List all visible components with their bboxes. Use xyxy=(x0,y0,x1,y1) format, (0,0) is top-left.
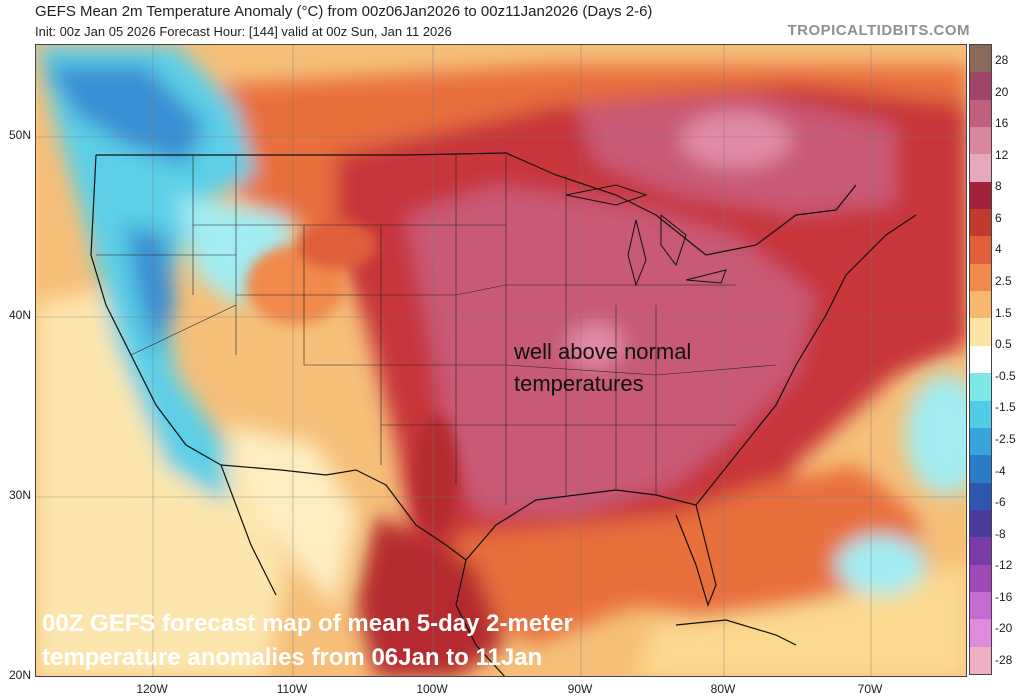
state-lines-layer xyxy=(96,155,777,505)
pacific-coastline xyxy=(90,154,277,596)
colorbar-segment xyxy=(970,291,991,319)
colorbar-segment xyxy=(970,318,991,347)
colorbar-label: -4 xyxy=(995,463,1006,478)
mexico-red-zone xyxy=(356,515,506,676)
colorbar-segment xyxy=(970,455,991,484)
colorbar-label: -1.5 xyxy=(995,400,1016,415)
lat-label-40n: 40N xyxy=(8,308,31,322)
colorbar-segment xyxy=(970,427,991,456)
colorbar-segment xyxy=(970,181,991,210)
annotation-center-line2: temperatures xyxy=(514,370,644,396)
lon-label-80w: 80W xyxy=(710,682,736,696)
lake-michigan xyxy=(627,219,647,287)
map-subtitle: Init: 00z Jan 05 2026 Forecast Hour: [14… xyxy=(35,24,452,39)
brand-watermark: TROPICALTIDBITS.COM xyxy=(787,22,970,39)
us-mexico-border xyxy=(220,464,467,561)
colorbar-label: -12 xyxy=(995,558,1013,573)
annotation-center-line1: well above normal xyxy=(514,339,692,364)
cool-caribbean-patch xyxy=(836,535,926,595)
map-title: GEFS Mean 2m Temperature Anomaly (°C) fr… xyxy=(35,3,653,20)
colorbar-segment xyxy=(970,154,991,183)
colorbar xyxy=(969,44,992,675)
red-rio-grande xyxy=(414,415,458,535)
colorbar-label: -2.5 xyxy=(995,431,1016,446)
temperature-anomaly-map xyxy=(35,44,967,677)
colorbar-label: 16 xyxy=(995,116,1009,131)
colorbar-segment xyxy=(970,209,991,237)
lat-label-50n: 50N xyxy=(8,128,31,142)
gulf-coastline xyxy=(465,489,717,607)
colorbar-segment xyxy=(970,591,991,620)
colorbar-segment xyxy=(970,236,991,265)
mexico-coastline xyxy=(455,559,505,676)
colorbar-label: 0.5 xyxy=(995,337,1012,352)
colorbar-segment xyxy=(970,564,991,593)
lon-label-110w: 110W xyxy=(276,682,308,696)
colorbar-segment xyxy=(970,127,991,155)
cuba-outline xyxy=(675,619,797,646)
lon-label-90w: 90W xyxy=(567,682,593,696)
colorbar-segment xyxy=(970,373,991,402)
colorbar-label: 28 xyxy=(995,53,1009,67)
colorbar-label: 6 xyxy=(995,210,1002,225)
lake-superior xyxy=(565,184,648,206)
great-lakes xyxy=(565,184,727,287)
borders-layer xyxy=(90,152,917,676)
colorbar-segment xyxy=(970,99,991,128)
lon-label-120w: 120W xyxy=(136,682,168,696)
lat-label-20n: 20N xyxy=(8,668,31,682)
colorbar-label: -8 xyxy=(995,526,1006,541)
colorbar-segment xyxy=(970,263,991,292)
annotation-caption-line1: 00Z GEFS forecast map of mean 5-day 2-me… xyxy=(42,610,573,637)
colorbar-segment xyxy=(970,400,991,429)
atlantic-coastline xyxy=(695,214,917,506)
colorbar-label: 2.5 xyxy=(995,274,1012,289)
lat-label-30n: 30N xyxy=(8,488,31,502)
lake-huron xyxy=(660,213,687,267)
colorbar-label: 1.5 xyxy=(995,305,1012,320)
annotation-caption-line2: temperature anomalies from 06Jan to 11Ja… xyxy=(42,643,543,671)
annotation-center: well above normal temperatures xyxy=(514,336,774,400)
colorbar-segment xyxy=(970,72,991,101)
map-header: GEFS Mean 2m Temperature Anomaly (°C) fr… xyxy=(0,0,1024,44)
anomaly-detail-layer xyxy=(246,220,458,535)
lon-label-70w: 70W xyxy=(857,682,883,696)
colorbar-label: 8 xyxy=(995,179,1002,194)
colorbar-label: 20 xyxy=(995,84,1009,99)
colorbar-label: -28 xyxy=(995,653,1013,667)
colorbar-label: -6 xyxy=(995,495,1006,510)
colorbar-label: -16 xyxy=(995,589,1013,604)
colorbar-label: -0.5 xyxy=(995,368,1016,383)
lake-erie xyxy=(685,269,727,284)
annotation-caption: 00Z GEFS forecast map of mean 5-day 2-me… xyxy=(42,607,662,674)
colorbar-label: 4 xyxy=(995,242,1002,257)
cool-atlantic-patch xyxy=(906,375,966,495)
lon-label-100w: 100W xyxy=(416,682,448,696)
red-colorado xyxy=(296,220,376,270)
cool-deep-northwest xyxy=(46,65,206,165)
graticule xyxy=(36,45,966,676)
colorbar-segment xyxy=(970,482,991,511)
pale-pacific-zone xyxy=(36,285,286,676)
colorbar-label: 12 xyxy=(995,147,1009,162)
orange-gulf-zone xyxy=(456,465,936,645)
state-line xyxy=(304,364,777,376)
colorbar-segment xyxy=(970,45,991,73)
us-canada-border xyxy=(96,152,857,256)
colorbar-segment xyxy=(970,646,991,674)
hotspot-ontario xyxy=(681,112,791,168)
colorbar-segment xyxy=(970,619,991,648)
state-line xyxy=(130,304,237,356)
colorbar-segment xyxy=(970,509,991,538)
state-line xyxy=(236,284,736,296)
colorbar-segment xyxy=(970,345,991,374)
hotspot-midwest xyxy=(568,323,624,367)
map-canvas xyxy=(36,45,966,676)
colorbar-segment xyxy=(970,537,991,566)
cool-deep-california xyxy=(126,225,176,355)
pale-southwest xyxy=(226,425,356,605)
colorbar-label: -20 xyxy=(995,621,1013,636)
